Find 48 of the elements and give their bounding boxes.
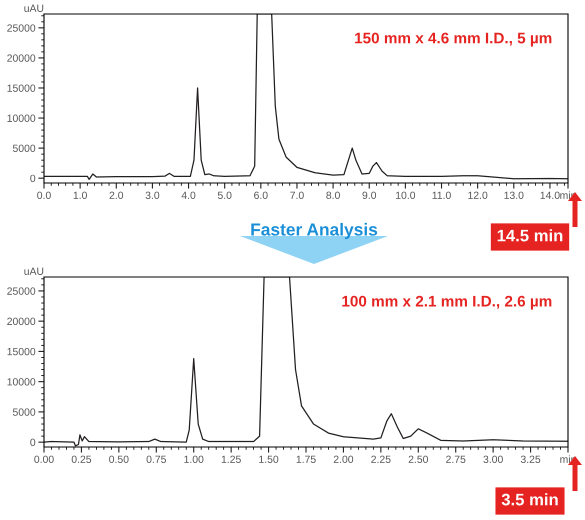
x-tick-label: 3.00 (483, 456, 503, 463)
x-tick-label: 11.0 (432, 192, 451, 199)
x-tick-label: 12.0 (468, 192, 488, 199)
x-tick-label: 0.0 (37, 192, 51, 199)
x-tick-label: 10.0 (396, 192, 416, 199)
x-tick-label: 6.0 (254, 192, 268, 199)
x-tick-label: 1.0 (74, 192, 87, 199)
x-tick-label: 1.00 (184, 456, 204, 463)
x-tick-label: 3.25 (520, 456, 540, 463)
x-tick-label: 2.00 (334, 456, 354, 463)
x-tick-label: 9.0 (362, 192, 376, 199)
y-tick-label: 0 (30, 438, 36, 446)
x-tick-label: 0.00 (34, 456, 54, 463)
y-tick-label: 20000 (7, 318, 36, 326)
y-tick-label: 10000 (8, 378, 36, 386)
x-tick-label: 13.0 (504, 192, 524, 199)
x-tick-label: 8.0 (326, 192, 340, 199)
y-tick-label: 25000 (7, 287, 36, 295)
text: Faster Analysis (251, 222, 378, 240)
x-tick-label: 1.25 (222, 456, 241, 463)
y-tick-label: 10000 (8, 114, 36, 122)
x-tick-label: 7.0 (290, 192, 304, 199)
x-tick-label: 0.50 (109, 456, 129, 463)
y-tick-label: 5000 (12, 408, 36, 416)
y-tick-label: 15000 (8, 84, 36, 92)
y-tick-label: 0 (30, 174, 36, 182)
x-tick-label: 14.0 (540, 192, 560, 199)
y-tick-label: 15000 (8, 348, 36, 356)
x-tick-label: 3.0 (146, 192, 160, 199)
x-tick-label: 2.50 (408, 456, 428, 463)
y-tick-label: 5000 (12, 144, 36, 152)
x-tick-label: 2.25 (371, 456, 391, 463)
y-axis-title: uAU (24, 268, 44, 275)
text: 14.5 min (498, 229, 562, 242)
y-tick-label: 20000 (7, 54, 36, 62)
x-tick-label: 2.75 (446, 456, 466, 463)
x-tick-label: 0.75 (146, 456, 166, 463)
annotation: 150 mm x 4.6 mm I.D., 5 µm (355, 32, 552, 46)
x-tick-label: 1.75 (296, 456, 316, 463)
text: 3.5 min (502, 493, 558, 506)
x-tick-label: 5.0 (218, 192, 232, 199)
x-tick-label: 0.25 (72, 456, 92, 463)
x-tick-label: 4.0 (182, 192, 196, 199)
y-tick-label: 25000 (7, 24, 36, 32)
x-tick-label: 2.0 (110, 192, 124, 199)
x-tick-label: 1.50 (259, 456, 278, 463)
annotation: 100 mm x 2.1 mm I.D., 2.6 µm (342, 296, 552, 310)
y-axis-title: uAU (24, 4, 44, 12)
